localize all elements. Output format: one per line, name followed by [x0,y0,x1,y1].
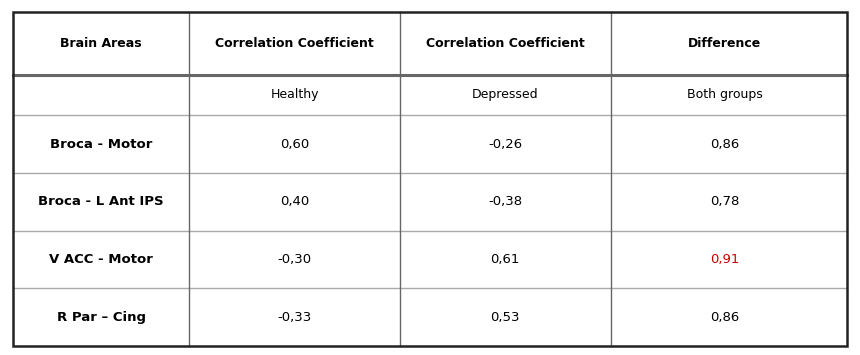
Text: -0,38: -0,38 [488,195,522,208]
Text: 0,91: 0,91 [710,253,740,266]
Text: -0,33: -0,33 [278,311,311,324]
Text: 0,60: 0,60 [280,138,310,151]
Text: Correlation Coefficient: Correlation Coefficient [426,37,585,50]
Text: 0,78: 0,78 [710,195,740,208]
Text: Broca - L Ant IPS: Broca - L Ant IPS [38,195,164,208]
Text: 0,53: 0,53 [490,311,520,324]
Text: Depressed: Depressed [472,88,538,102]
Text: -0,26: -0,26 [488,138,522,151]
Text: Healthy: Healthy [270,88,319,102]
Text: Correlation Coefficient: Correlation Coefficient [215,37,374,50]
Text: -0,30: -0,30 [278,253,311,266]
Text: V ACC - Motor: V ACC - Motor [49,253,153,266]
Text: 0,61: 0,61 [490,253,520,266]
Text: Brain Areas: Brain Areas [60,37,142,50]
Text: Difference: Difference [688,37,761,50]
Text: 0,40: 0,40 [280,195,310,208]
Text: 0,86: 0,86 [710,138,740,151]
Text: 0,86: 0,86 [710,311,740,324]
Text: Broca - Motor: Broca - Motor [50,138,152,151]
Text: R Par – Cing: R Par – Cing [57,311,145,324]
Text: Both groups: Both groups [686,88,763,102]
